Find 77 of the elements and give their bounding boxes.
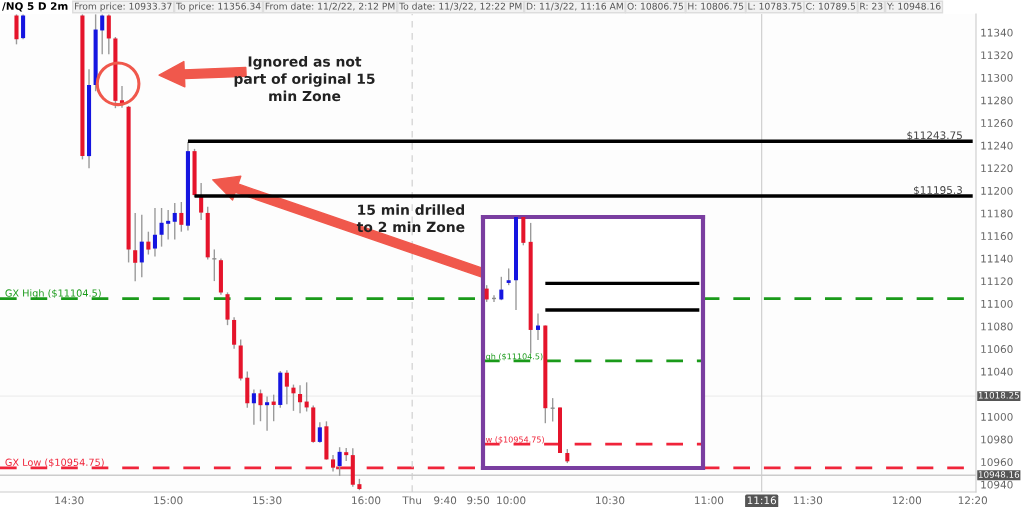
candlestick xyxy=(159,207,164,248)
series-label: $11243.75 xyxy=(907,131,962,141)
chart-title: /NQ 5 D 2m xyxy=(2,2,68,12)
candlestick xyxy=(499,276,504,301)
ref-line-label: GX Low ($10954.75) xyxy=(5,458,104,468)
text: To date: 11/3/22, 12:22 PM xyxy=(399,2,522,11)
candlestick xyxy=(146,231,151,256)
x-tick-label: 11:16 xyxy=(747,496,777,505)
candlestick xyxy=(317,421,322,444)
ref-line-label: 11018.25 xyxy=(978,392,1019,399)
y-tick-label: 11200 xyxy=(981,186,1013,195)
y-tick-label: 11180 xyxy=(981,209,1013,218)
candlestick xyxy=(133,212,138,283)
y-tick-label: 11220 xyxy=(981,164,1013,173)
y-tick-label: 11300 xyxy=(981,73,1013,82)
x-tick-label: 9:50 xyxy=(467,496,490,505)
candlestick xyxy=(298,384,303,415)
candlestick xyxy=(14,14,19,46)
x-tick-label: 14:30 xyxy=(55,496,84,505)
y-tick-label: 11040 xyxy=(981,367,1013,376)
x-tick-label: 11:00 xyxy=(695,496,724,505)
x-tick-label: 10:30 xyxy=(596,496,625,505)
y-tick-label: 11320 xyxy=(981,51,1013,60)
candlestick xyxy=(139,214,144,279)
y-tick-label: 11340 xyxy=(981,28,1013,37)
candlestick xyxy=(258,388,263,422)
candlestick xyxy=(291,383,296,412)
x-tick-label: 12:00 xyxy=(892,496,922,505)
y-tick-label: 11120 xyxy=(981,277,1013,286)
candlestick xyxy=(211,248,218,282)
x-tick-label: 15:00 xyxy=(154,496,183,505)
text: L: 10783.75 xyxy=(748,2,802,10)
x-tick-label: 9:40 xyxy=(434,496,457,505)
y-tick-label: 11080 xyxy=(981,322,1013,331)
y-tick-label: 10960 xyxy=(981,458,1013,467)
x-tick-label: 11:30 xyxy=(793,496,823,505)
y-tick-label: 11280 xyxy=(981,96,1013,105)
y-tick-label: 10980 xyxy=(981,435,1013,444)
candlestick xyxy=(284,369,289,405)
candlestick xyxy=(251,388,256,426)
candlestick xyxy=(152,207,158,258)
x-tick-label: 15:30 xyxy=(253,496,282,505)
y-tick-label: 11100 xyxy=(981,299,1013,308)
annotation: Ignored as not part of original 15 min Zone xyxy=(234,56,375,102)
text: C: 10789.5 xyxy=(806,2,856,10)
text: O: 10806.75 xyxy=(627,2,683,10)
candlestick xyxy=(179,201,184,233)
x-tick-label: 16:00 xyxy=(352,496,381,505)
candlestick xyxy=(100,14,105,55)
y-tick-label: 11060 xyxy=(981,345,1013,353)
y-tick-label: 11140 xyxy=(981,254,1013,263)
y-tick-label: 10940 xyxy=(981,480,1013,489)
y-tick-label: 11260 xyxy=(981,119,1013,127)
x-tick-label: 10:00 xyxy=(497,496,526,505)
text: R: 23 xyxy=(860,2,883,10)
text: D: 11/3/22, 11:16 AM xyxy=(526,2,623,11)
y-tick-label: 11000 xyxy=(981,412,1013,421)
candlestick xyxy=(199,182,204,221)
ref-line-label: 10948.16 xyxy=(978,471,1020,478)
y-tick-label: 11240 xyxy=(981,141,1013,150)
text: From date: 11/2/22, 2:12 PM xyxy=(265,2,395,11)
candlestick xyxy=(265,395,270,432)
series-label: $11195.3 xyxy=(913,185,962,196)
candlestick xyxy=(337,446,342,477)
x-tick-label: Thu xyxy=(402,496,421,505)
candlestick xyxy=(21,14,26,40)
candlestick xyxy=(166,209,171,241)
ref-line-label: w ($10954.75) xyxy=(485,436,544,444)
text: H: 10806.75 xyxy=(688,2,744,10)
x-tick-label: 12:20 xyxy=(958,496,988,505)
text: Y: 10948.16 xyxy=(886,2,941,10)
text: To price: 11356.34 xyxy=(175,2,261,12)
candlestick xyxy=(172,202,177,241)
text: From price: 10933.37 xyxy=(75,2,172,12)
ref-line-label: GX High ($11104.5) xyxy=(5,289,101,299)
candlestick xyxy=(106,14,111,55)
y-tick-label: 11160 xyxy=(981,232,1013,240)
